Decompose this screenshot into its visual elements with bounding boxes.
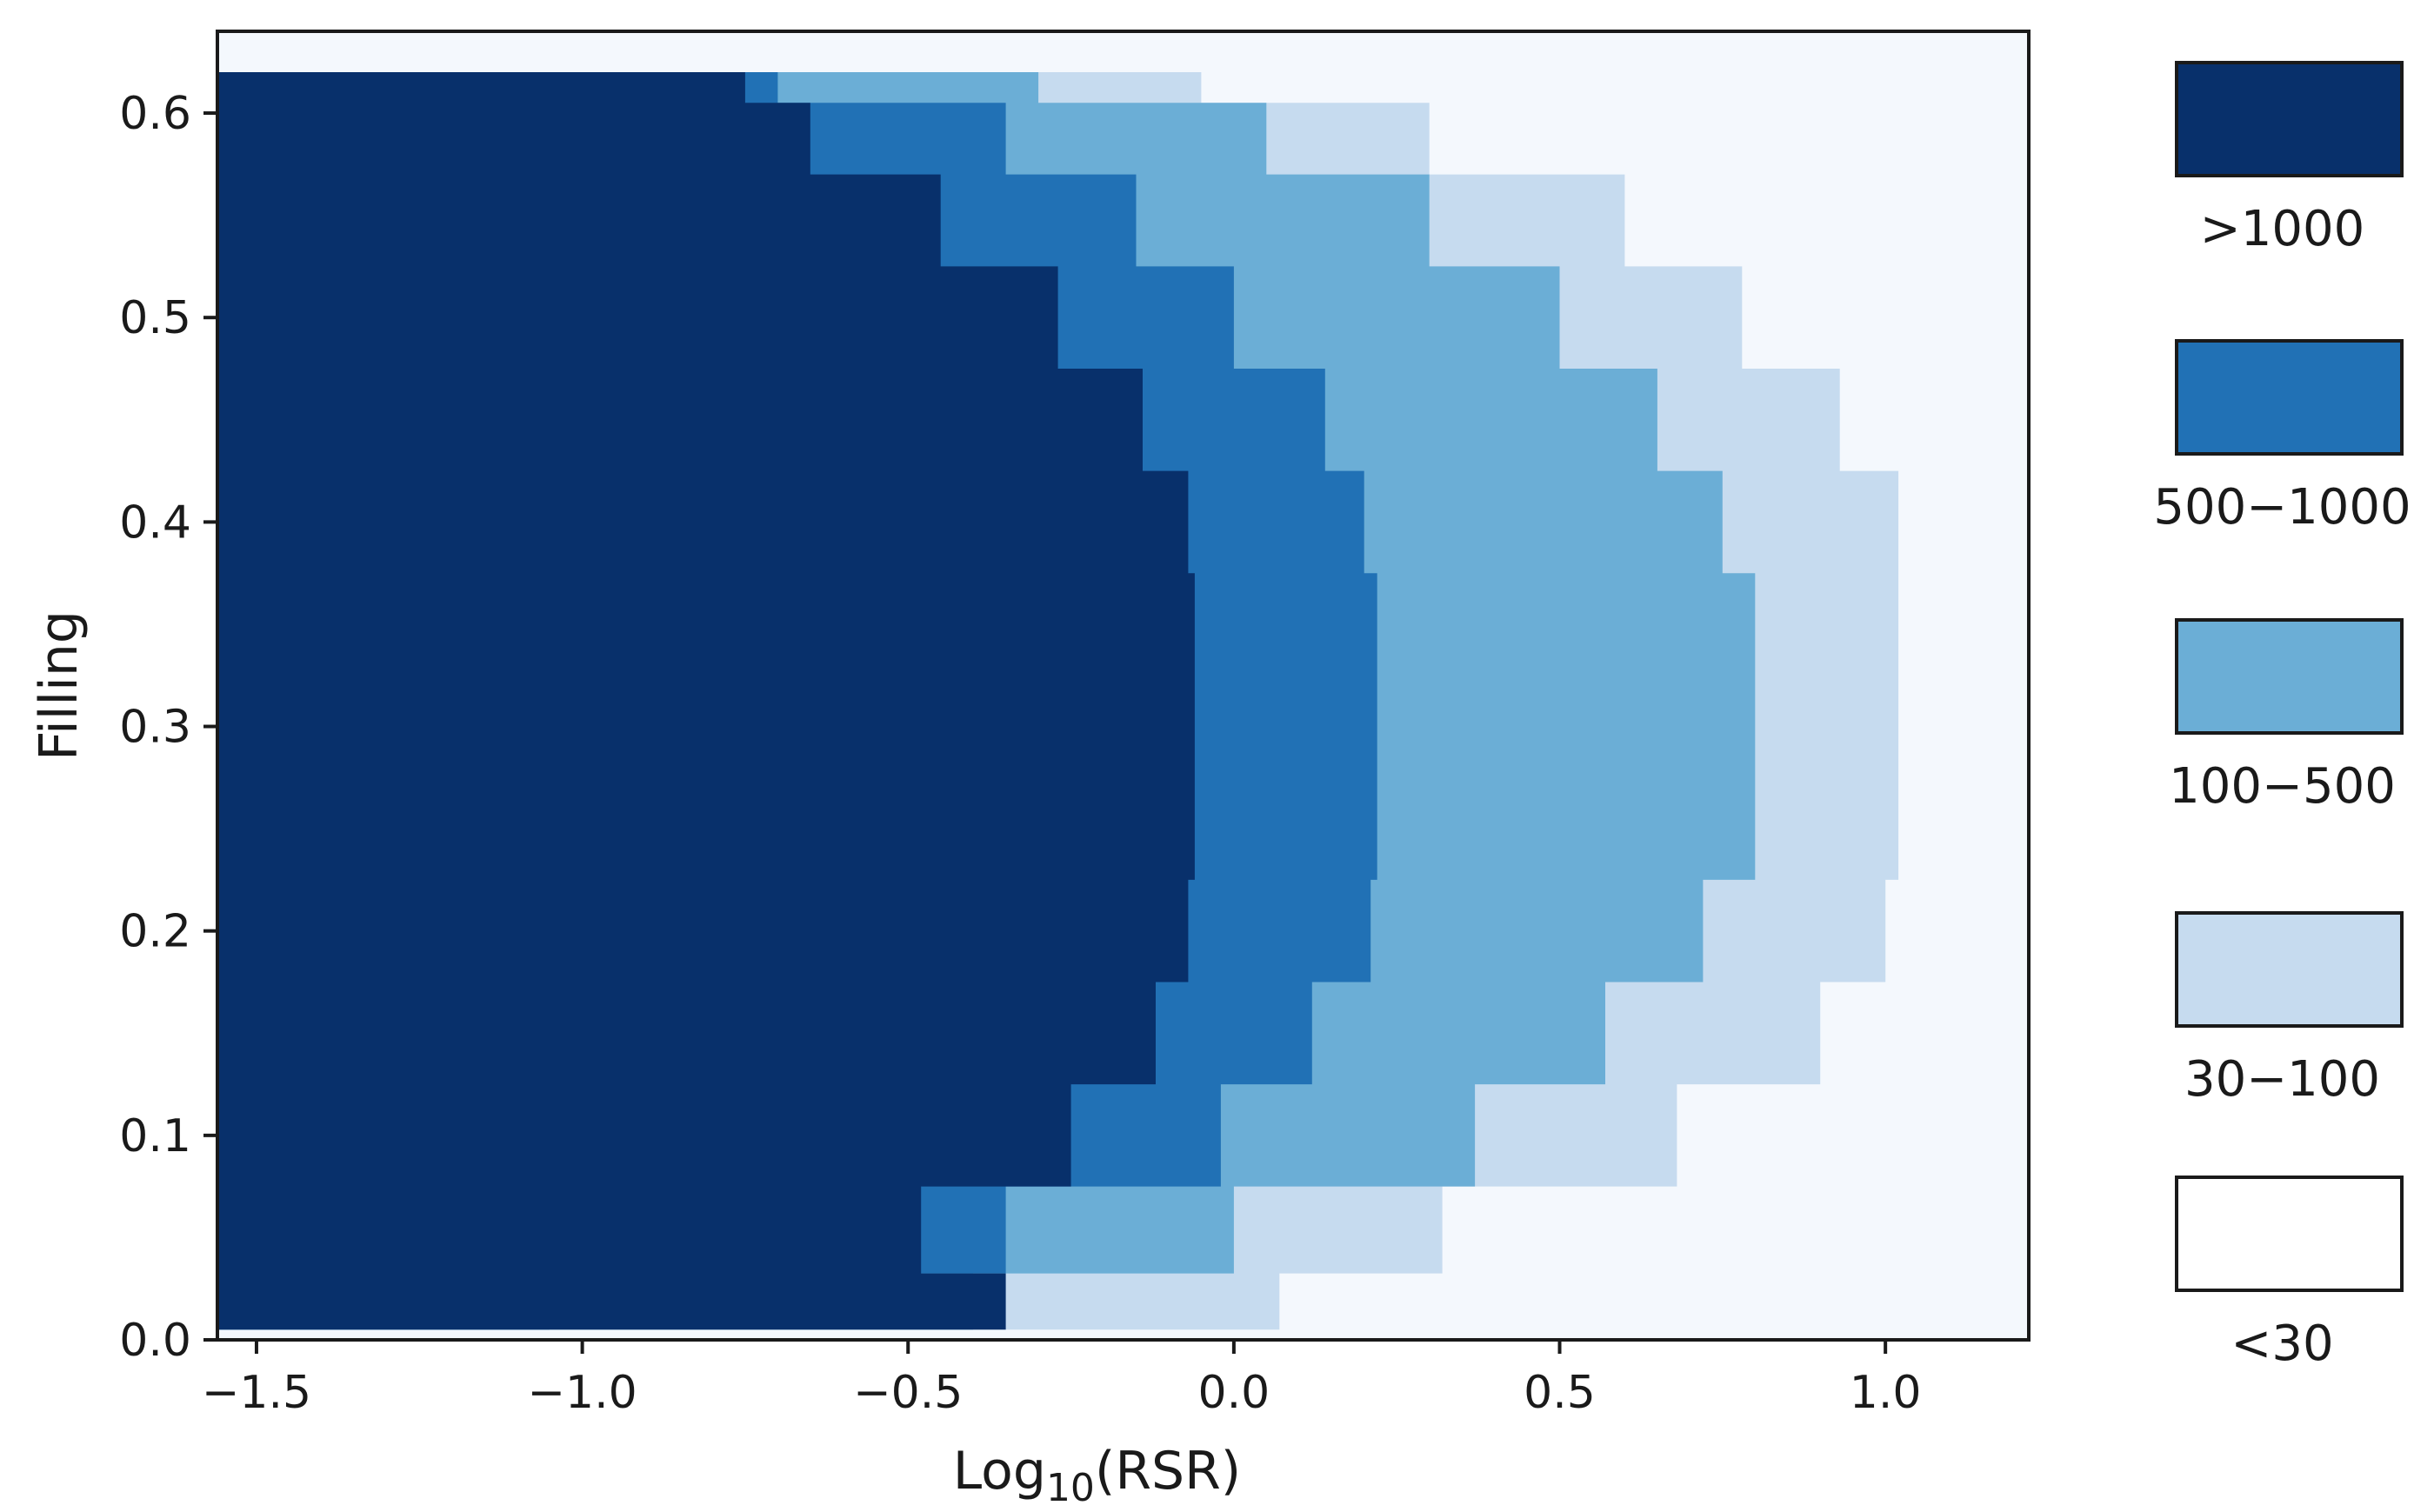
plot-frame (216, 30, 2031, 1342)
x-tick-label: 0.0 (1198, 1367, 1270, 1419)
legend-label: 100−500 (2169, 758, 2396, 815)
heatmap-regions (217, 72, 1899, 1330)
x-tick-label: −1.5 (202, 1367, 311, 1419)
x-axis-label-suffix: (RSR) (1095, 1441, 1241, 1502)
legend-swatch-30-100 (2175, 911, 2404, 1028)
y-axis-label: Filling (29, 610, 90, 761)
legend-label: >1000 (2200, 201, 2364, 257)
y-tick-label: 0.1 (119, 1110, 191, 1162)
y-tick-label: 0.4 (119, 496, 191, 549)
x-tick-label: −0.5 (853, 1367, 963, 1419)
x-axis-label-prefix: Log (953, 1441, 1046, 1502)
region-gt-1000 (217, 72, 1195, 1330)
x-axis-ticks: −1.5 −1.0 −0.5 0.0 0.5 1.0 (202, 1340, 1922, 1419)
legend-swatch-100-500 (2175, 618, 2404, 735)
legend-label: 30−100 (2184, 1051, 2380, 1108)
legend-swatch-lt-30 (2175, 1176, 2404, 1292)
x-axis-label: Log10(RSR) (953, 1441, 1241, 1510)
y-tick-label: 0.2 (119, 906, 191, 958)
y-tick-label: 0.5 (119, 292, 191, 344)
x-tick-label: 1.0 (1850, 1367, 1922, 1419)
legend-label: <30 (2231, 1316, 2333, 1372)
legend: >1000 500−1000 100−500 30−100 <30 (2153, 61, 2411, 1372)
y-tick-label: 0.3 (119, 702, 191, 754)
y-tick-label: 0.6 (119, 88, 191, 140)
y-axis-ticks: 0.0 0.1 0.2 0.3 0.4 0.5 0.6 (119, 88, 217, 1367)
x-tick-label: 0.5 (1524, 1367, 1596, 1419)
legend-swatch-500-1000 (2175, 339, 2404, 456)
legend-swatch-gt-1000 (2175, 61, 2404, 177)
y-tick-label: 0.0 (119, 1315, 191, 1367)
legend-label: 500−1000 (2153, 479, 2411, 536)
x-tick-label: −1.0 (527, 1367, 637, 1419)
x-axis-label-subscript: 10 (1046, 1466, 1095, 1510)
